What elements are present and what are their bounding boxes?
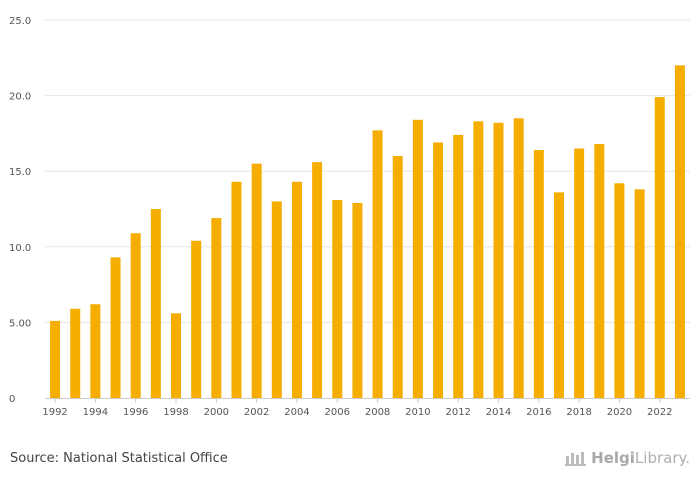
helgi-library-logo[interactable]: HelgiLibrary. — [565, 449, 690, 467]
y-tick-label: 20.0 — [9, 92, 31, 103]
bar-1995[interactable] — [110, 257, 121, 398]
y-tick-label: 25.0 — [9, 16, 31, 27]
x-tick-label: 2016 — [526, 407, 551, 418]
bar-1992[interactable] — [50, 320, 61, 398]
y-tick-label: 5.00 — [9, 318, 31, 329]
bar-1994[interactable] — [90, 304, 101, 398]
bar-1998[interactable] — [171, 313, 182, 398]
bar-1996[interactable] — [130, 233, 141, 398]
y-axis-ticks: 0 5.00 10.0 15.0 20.0 25.0 — [9, 16, 31, 405]
library-building-icon — [565, 452, 587, 466]
bar-2021[interactable] — [634, 189, 645, 398]
bar-2008[interactable] — [372, 130, 383, 398]
x-tick-label: 2020 — [607, 407, 632, 418]
bar-2003[interactable] — [271, 201, 282, 398]
logo-text-bold: Helgi — [591, 449, 635, 467]
bar-2017[interactable] — [553, 192, 564, 398]
bar-2015[interactable] — [513, 118, 524, 398]
bar-2012[interactable] — [453, 134, 464, 399]
bar-2002[interactable] — [251, 163, 262, 398]
bar-2023[interactable] — [674, 65, 685, 399]
bar-2019[interactable] — [594, 143, 605, 398]
y-tick-label: 10.0 — [9, 243, 31, 254]
y-tick-label: 0 — [9, 394, 15, 405]
bar-2013[interactable] — [473, 121, 484, 398]
bar-2004[interactable] — [291, 181, 302, 398]
x-axis-ticks: 1992 1994 1996 1998 2000 2002 2004 2006 2008 2010… — [42, 398, 672, 418]
bar-2011[interactable] — [433, 142, 444, 398]
bar-2014[interactable] — [493, 122, 504, 398]
bar-2001[interactable] — [231, 181, 242, 398]
y-tick-label: 15.0 — [9, 167, 31, 178]
bar-1999[interactable] — [191, 240, 202, 398]
x-tick-label: 1992 — [42, 407, 67, 418]
x-tick-label: 2014 — [486, 407, 511, 418]
x-tick-label: 1996 — [123, 407, 148, 418]
bar-2007[interactable] — [352, 202, 363, 398]
bar-2022[interactable] — [654, 97, 665, 398]
bar-1993[interactable] — [70, 308, 81, 398]
bar-2006[interactable] — [332, 199, 343, 398]
bar-2016[interactable] — [533, 150, 544, 398]
x-tick-label: 2008 — [365, 407, 390, 418]
bars — [50, 65, 685, 399]
x-tick-label: 2000 — [204, 407, 229, 418]
logo-text-rest: Library. — [634, 449, 690, 467]
x-tick-label: 2022 — [647, 407, 672, 418]
x-tick-label: 2002 — [244, 407, 269, 418]
bar-2018[interactable] — [574, 148, 585, 398]
x-tick-label: 1994 — [83, 407, 108, 418]
bar-2009[interactable] — [392, 156, 403, 398]
grid-lines — [45, 19, 690, 323]
bar-2005[interactable] — [312, 162, 323, 398]
source-note: Source: National Statistical Office — [10, 451, 228, 466]
bar-1997[interactable] — [150, 209, 161, 398]
x-tick-label: 2004 — [284, 407, 309, 418]
bar-2000[interactable] — [211, 218, 222, 398]
x-tick-label: 1998 — [163, 407, 188, 418]
bar-2010[interactable] — [412, 119, 423, 399]
x-tick-label: 2012 — [445, 407, 470, 418]
x-tick-label: 2018 — [566, 407, 591, 418]
bar-2020[interactable] — [614, 183, 625, 398]
x-tick-label: 2006 — [325, 407, 350, 418]
x-tick-label: 2010 — [405, 407, 430, 418]
